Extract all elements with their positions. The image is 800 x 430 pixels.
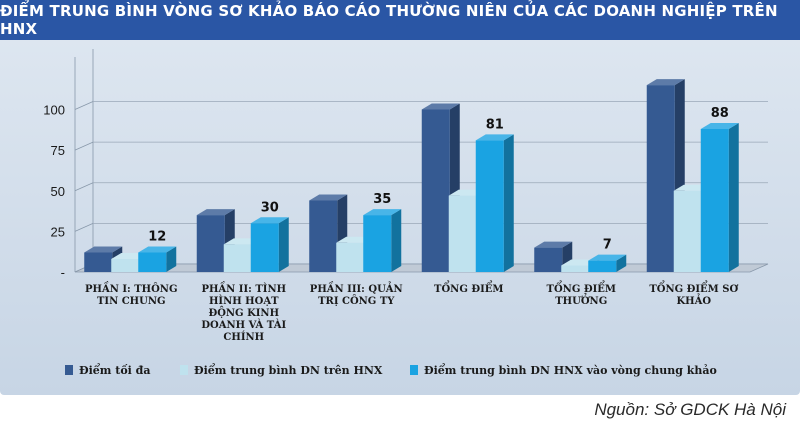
bar: [223, 244, 252, 272]
bar: [336, 242, 365, 272]
y-tick-label: -: [61, 265, 65, 280]
bar: [475, 140, 504, 272]
gridline-diagonal: [74, 223, 94, 232]
bar-side: [616, 254, 627, 272]
bar-top: [534, 241, 573, 248]
data-label: 7: [603, 238, 612, 253]
bar: [534, 247, 563, 272]
bar: [561, 265, 590, 272]
chart-title: ĐIỂM TRUNG BÌNH VÒNG SƠ KHẢO BÁO CÁO THƯ…: [0, 2, 778, 38]
gridline-diagonal: [74, 101, 94, 110]
bar-top: [309, 194, 348, 201]
x-tick-label: PHẦN I: THÔNG TIN CHUNG: [85, 282, 177, 307]
x-tick-label: TỔNG ĐIỂM: [434, 281, 503, 295]
bar-top: [363, 209, 402, 216]
bar-top: [250, 217, 289, 224]
source-note: Nguồn: Sở GDCK Hà Nội: [594, 400, 786, 419]
x-tick-label: TỔNG ĐIỂM SƠ KHẢO: [649, 281, 738, 307]
y-tick-label: 50: [51, 184, 65, 199]
bar: [111, 259, 140, 272]
bar-top: [646, 79, 685, 86]
bar: [309, 200, 338, 272]
gridline-diagonal: [74, 182, 94, 192]
legend-swatch: [180, 365, 188, 375]
bar: [700, 129, 729, 272]
bar: [646, 85, 675, 272]
bar-top: [588, 254, 627, 261]
bar: [448, 195, 477, 272]
bar-side: [278, 217, 289, 272]
bar: [588, 260, 617, 272]
bar-top: [475, 134, 514, 141]
data-label: 12: [148, 230, 166, 245]
x-tick-label: TỔNG ĐIỂM THƯỞNG: [547, 281, 616, 307]
data-label: 88: [711, 106, 729, 121]
data-label: 30: [261, 200, 279, 215]
legend-label: Điểm tối đa: [79, 363, 151, 377]
data-label: 35: [373, 192, 391, 207]
data-label: 81: [486, 117, 504, 132]
legend-swatch: [65, 365, 73, 375]
bar: [363, 215, 392, 272]
y-tick-label: 75: [51, 143, 65, 158]
bar: [673, 190, 702, 272]
bar-top: [421, 103, 460, 110]
bar: [250, 223, 279, 272]
bar: [421, 109, 450, 272]
legend-label: Điểm trung bình DN trên HNX: [194, 363, 383, 377]
bar: [84, 252, 113, 272]
x-tick-label: PHẦN III: QUẢN TRỊ CÔNG TY: [310, 282, 403, 307]
bar-chart: - 25 50 75 100 12 PHẦN I: THÔNG TIN CHUNG 30 PHẦN…: [43, 49, 769, 377]
bar-top: [84, 246, 123, 253]
x-tick-label: PHẦN II: TÌNH HÌNH HOẠT ĐỘNG KINH DOANH VÀ …: [201, 282, 286, 343]
bar: [138, 252, 167, 272]
gridline-diagonal: [74, 141, 94, 151]
bar-top: [138, 246, 177, 253]
bar-side: [166, 246, 177, 272]
bar-top: [196, 209, 235, 216]
y-tick-label: 25: [51, 224, 65, 239]
y-tick-label: 100: [43, 103, 65, 118]
bar-top: [700, 123, 739, 129]
bar-side: [728, 123, 739, 272]
bar-side: [391, 209, 402, 272]
legend-label: Điểm trung bình DN HNX vào vòng chung kh…: [424, 363, 717, 377]
chart-title-bar: ĐIỂM TRUNG BÌNH VÒNG SƠ KHẢO BÁO CÁO THƯ…: [0, 0, 800, 40]
bar-side: [503, 134, 514, 272]
legend-swatch: [410, 365, 418, 375]
bar: [196, 215, 225, 272]
